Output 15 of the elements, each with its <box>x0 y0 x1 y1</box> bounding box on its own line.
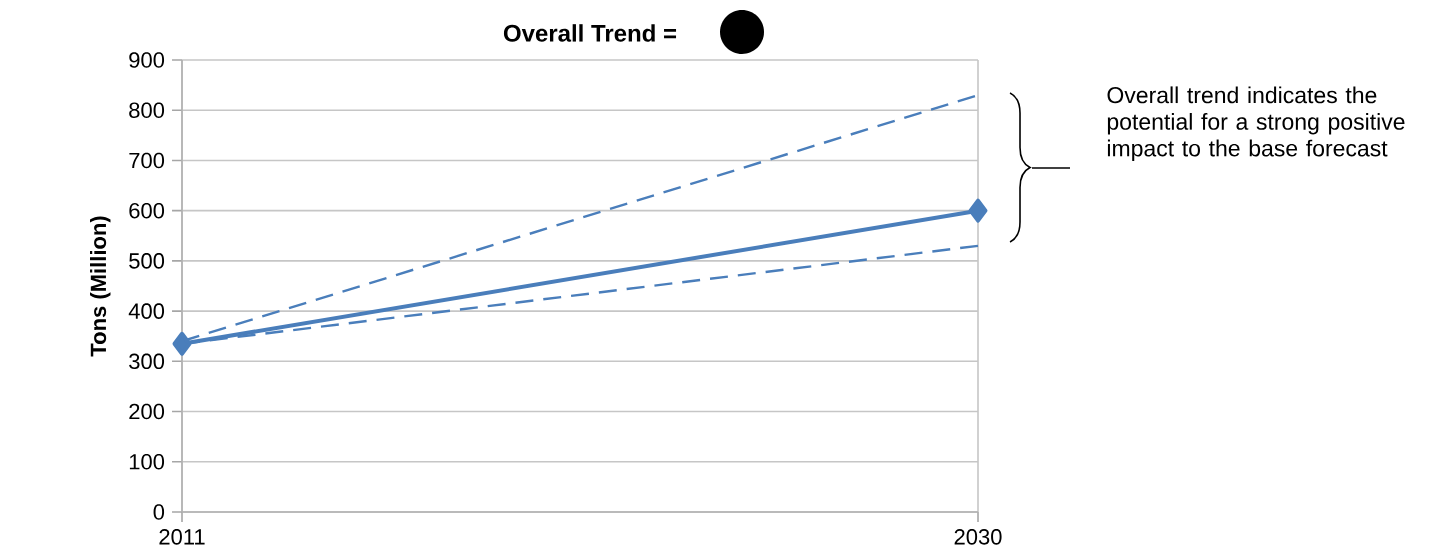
text: Overall trend indicates the potential for a strong positive impact to the base forecast <box>1107 86 1405 162</box>
chart-title: Overall Trend = <box>503 24 677 42</box>
y-tick-label: 800 <box>129 102 165 119</box>
y-tick-label: 500 <box>129 253 165 269</box>
y-tick-label: 400 <box>128 303 165 319</box>
y-tick-label: 900 <box>129 52 165 68</box>
y-tick-label: 300 <box>129 353 165 370</box>
y-axis-title: Tons (Million) <box>90 216 111 357</box>
y-tick-label: 200 <box>129 403 165 420</box>
x-tick-label: 2030 <box>954 529 1002 545</box>
y-tick-label: 600 <box>129 202 165 219</box>
y-tick-label: 100 <box>129 454 165 470</box>
y-tick-label: 0 <box>153 504 165 520</box>
y-tick-label: 700 <box>129 152 165 169</box>
x-tick-label: 2011 <box>159 529 205 545</box>
